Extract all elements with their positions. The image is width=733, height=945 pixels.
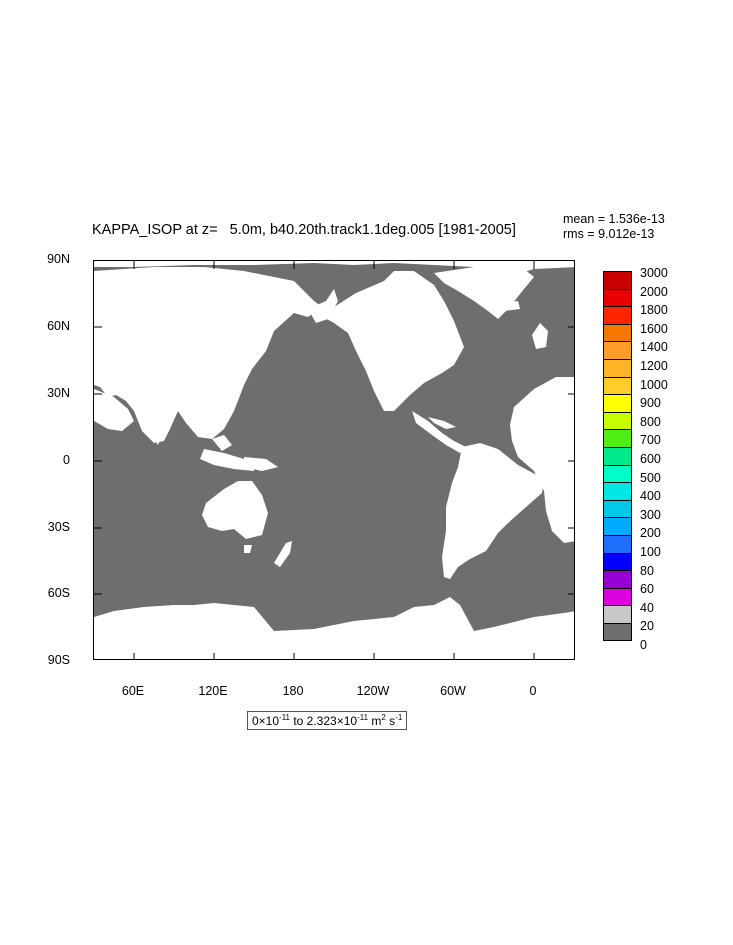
land-newguinea (244, 457, 278, 471)
colorbar-swatch (603, 429, 632, 448)
lon-label-0: 0 (529, 684, 537, 698)
lat-label-0: 0 (63, 453, 70, 467)
colorbar-swatch (603, 499, 632, 519)
land-australia (202, 481, 268, 539)
lat-label-30n: 30N (47, 386, 70, 400)
tick-marks (94, 261, 574, 659)
colorbar-label: 20 (640, 619, 654, 634)
colorbar-label: 40 (640, 600, 654, 615)
range-exp-1: -11 (279, 713, 290, 722)
lon-label-60w: 60W (440, 684, 466, 698)
colorbar-swatch (603, 552, 632, 572)
colorbar-label: 1000 (640, 377, 668, 392)
colorbar-label: 60 (640, 582, 654, 597)
colorbar-label: 500 (640, 470, 661, 485)
land-arabia (94, 389, 134, 431)
colorbar-swatch (603, 411, 632, 431)
colorbar-label: 300 (640, 507, 661, 522)
land-south-america (442, 443, 544, 579)
colorbar-swatch (603, 376, 632, 396)
colorbar-swatch (603, 534, 632, 554)
colorbar-swatch (603, 517, 632, 536)
data-range-box: 0×10-11 to 2.323×10-11 m2 s-1 (247, 711, 408, 730)
colorbar-label: 1200 (640, 359, 668, 373)
land-iceland (502, 301, 520, 311)
colorbar-label: 900 (640, 396, 661, 411)
colorbar-label: 1800 (640, 303, 668, 318)
colorbar-label: 1600 (640, 321, 668, 336)
lon-label-120w: 120W (356, 684, 390, 698)
land-japan (228, 353, 250, 383)
land-africa (510, 377, 574, 543)
colorbar-label: 80 (640, 563, 654, 578)
range-start: 0×10 (252, 714, 280, 728)
colorbar-swatch (603, 341, 632, 360)
land-uk (532, 323, 548, 349)
lon-label-180: 180 (282, 684, 304, 698)
colorbar-swatch (603, 394, 632, 413)
colorbar-swatch (603, 288, 632, 308)
colorbar-label: 2000 (640, 284, 668, 299)
colorbar-swatch (603, 464, 632, 484)
colorbar-label: 1400 (640, 340, 668, 355)
land-cuba (428, 417, 456, 429)
lon-label-60e: 60E (121, 684, 145, 698)
mean-value: mean = 1.536e-13 (563, 212, 665, 226)
lat-label-60n: 60N (47, 319, 70, 333)
lon-label-120e: 120E (198, 684, 228, 698)
colorbar (603, 271, 632, 642)
range-exp-4: -1 (395, 713, 403, 722)
colorbar-label: 800 (640, 414, 661, 429)
colorbar-swatch (603, 587, 632, 607)
colorbar-swatch (603, 570, 632, 589)
land-antarctica (94, 597, 574, 659)
land-tasmania (244, 545, 252, 553)
colorbar-label: 100 (640, 545, 661, 559)
land-newzealand (274, 541, 292, 567)
range-mid: to 2.323×10 (290, 714, 358, 728)
colorbar-label: 0 (640, 638, 647, 652)
land-eurasia (94, 267, 322, 443)
colorbar-swatch (603, 605, 632, 624)
colorbar-swatch (603, 358, 632, 378)
land-north-america (316, 271, 464, 411)
lat-label-90s: 90S (47, 653, 70, 667)
range-unit-s: s (385, 714, 396, 728)
colorbar-swatch (603, 622, 632, 642)
colorbar-swatch (603, 446, 632, 466)
lat-label-90n: 90N (47, 252, 70, 266)
lat-label-30s: 30S (47, 520, 70, 534)
lat-label-60s: 60S (47, 586, 70, 600)
colorbar-swatch (603, 323, 632, 343)
colorbar-label: 3000 (640, 266, 668, 280)
colorbar-swatch (603, 306, 632, 325)
land-mask (94, 261, 574, 659)
range-exp-2: -11 (357, 713, 369, 722)
range-unit-m: m (368, 714, 382, 728)
map-panel (93, 260, 575, 660)
range-exp-3: 2 (381, 713, 386, 722)
plot-title: KAPPA_ISOP at z= 5.0m, b40.20th.track1.1… (92, 222, 516, 238)
colorbar-swatch (603, 271, 632, 290)
land-central-america (412, 411, 466, 453)
colorbar-label: 200 (640, 526, 661, 541)
land-borneo (212, 435, 232, 451)
colorbar-swatch (603, 482, 632, 501)
rms-value: rms = 9.012e-13 (563, 227, 655, 241)
stats-box: mean = 1.536e-13 rms = 9.012e-13 (563, 212, 665, 242)
colorbar-label: 700 (640, 433, 661, 448)
land-india (142, 401, 170, 445)
colorbar-label: 600 (640, 452, 661, 466)
land-indonesia (200, 449, 254, 471)
colorbar-label: 400 (640, 489, 661, 504)
